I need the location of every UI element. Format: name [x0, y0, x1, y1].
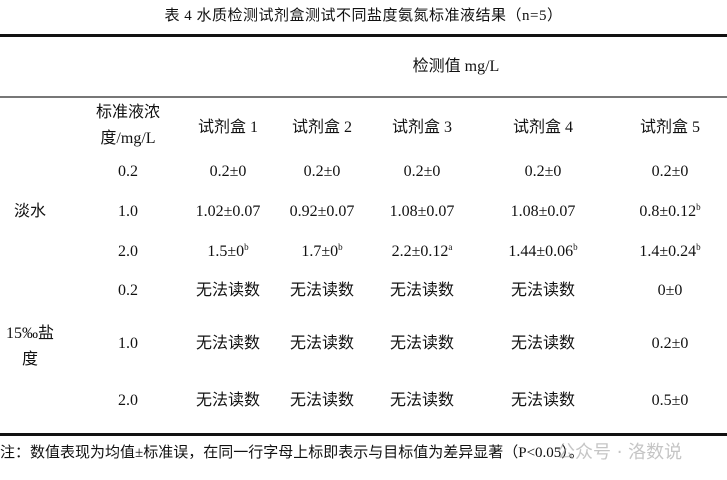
- value-cell: 无法读数: [511, 331, 575, 357]
- value-text: 无法读数: [510, 392, 576, 409]
- group-label-salinity: 15‰盐 度: [6, 321, 54, 373]
- significance-superscript: b: [338, 242, 343, 252]
- value-text: 无法读数: [195, 282, 261, 299]
- value-cell: 0.2±0: [652, 331, 689, 357]
- kit-header: 试剂盒 2: [291, 119, 353, 136]
- conc-cell: 0.2: [118, 282, 138, 299]
- significance-superscript: b: [244, 242, 249, 252]
- value-cell: 2.2±0.12a: [392, 239, 453, 265]
- value-text: 无法读数: [389, 282, 455, 299]
- value-cell: 0.2±0: [210, 159, 247, 185]
- value-cell: 0.2±0: [652, 159, 689, 185]
- value-text: 0.2±0: [651, 335, 689, 352]
- value-cell: 0.2±0: [304, 159, 341, 185]
- value-cell: 0.2±0: [525, 159, 562, 185]
- value-cell: 1.08±0.07: [390, 199, 455, 225]
- conc-cell: 0.2: [118, 163, 138, 180]
- significance-superscript: b: [696, 242, 701, 252]
- group-label-line1: 15‰盐: [5, 325, 55, 342]
- group-header: 检测值 mg/L: [412, 58, 500, 75]
- value-cell: 0.5±0: [652, 388, 689, 414]
- value-text: 无法读数: [289, 335, 355, 352]
- significance-superscript: b: [573, 242, 578, 252]
- bottom-rule: [0, 433, 727, 436]
- value-text: 无法读数: [289, 282, 355, 299]
- conc-cell: 2.0: [118, 392, 138, 409]
- kit-header: 试剂盒 3: [391, 119, 453, 136]
- value-cell: 无法读数: [390, 388, 454, 414]
- value-cell: 无法读数: [390, 331, 454, 357]
- value-text: 0.8±0.12: [639, 203, 697, 220]
- value-cell: 无法读数: [390, 278, 454, 304]
- value-text: 0.92±0.07: [289, 203, 355, 220]
- value-text: 0±0: [657, 282, 683, 299]
- value-cell: 1.5±0b: [207, 239, 248, 265]
- conc-header: 标准液浓 度/mg/L: [96, 100, 160, 152]
- value-cell: 0.8±0.12b: [639, 199, 700, 225]
- value-text: 2.2±0.12: [391, 243, 449, 260]
- conc-cell: 2.0: [118, 243, 138, 260]
- value-cell: 1.7±0b: [301, 239, 342, 265]
- value-cell: 0.2±0: [404, 159, 441, 185]
- value-cell: 无法读数: [196, 388, 260, 414]
- watermark: 公众号 · 洛数说: [557, 442, 683, 463]
- value-text: 0.2±0: [403, 163, 441, 180]
- value-cell: 无法读数: [290, 388, 354, 414]
- kit-header: 试剂盒 1: [197, 119, 259, 136]
- kit-header: 试剂盒 5: [639, 119, 701, 136]
- value-cell: 无法读数: [511, 388, 575, 414]
- value-text: 0.5±0: [651, 392, 689, 409]
- value-text: 0.2±0: [303, 163, 341, 180]
- value-cell: 无法读数: [290, 331, 354, 357]
- value-text: 无法读数: [510, 335, 576, 352]
- value-cell: 无法读数: [290, 278, 354, 304]
- conc-header-line1: 标准液浓: [95, 104, 161, 121]
- value-text: 0.2±0: [651, 163, 689, 180]
- value-text: 1.4±0.24: [639, 243, 697, 260]
- value-cell: 无法读数: [511, 278, 575, 304]
- value-text: 1.08±0.07: [510, 203, 576, 220]
- conc-header-line2: 度/mg/L: [100, 130, 156, 147]
- value-text: 无法读数: [289, 392, 355, 409]
- value-cell: 1.44±0.06b: [508, 239, 577, 265]
- table-note: 注：数值表现为均值±标准误，在同一行字母上标即表示与目标值为差异显著（P<0.0…: [0, 445, 584, 461]
- value-text: 0.2±0: [524, 163, 562, 180]
- value-text: 0.2±0: [209, 163, 247, 180]
- significance-superscript: a: [448, 242, 453, 252]
- table-title: 表 4 水质检测试剂盒测试不同盐度氨氮标准液结果（n=5）: [164, 8, 563, 24]
- header-rule: [0, 96, 727, 98]
- value-cell: 无法读数: [196, 278, 260, 304]
- value-cell: 1.4±0.24b: [639, 239, 700, 265]
- value-cell: 无法读数: [196, 331, 260, 357]
- value-text: 无法读数: [389, 392, 455, 409]
- conc-cell: 1.0: [118, 335, 138, 352]
- value-text: 1.44±0.06: [508, 243, 574, 260]
- significance-superscript: b: [696, 202, 701, 212]
- value-text: 1.7±0: [301, 243, 339, 260]
- value-text: 无法读数: [510, 282, 576, 299]
- value-text: 无法读数: [389, 335, 455, 352]
- conc-cell: 1.0: [118, 203, 138, 220]
- value-text: 1.02±0.07: [195, 203, 261, 220]
- group-label-line2: 度: [21, 351, 39, 368]
- kit-header: 试剂盒 4: [512, 119, 574, 136]
- top-rule: [0, 34, 727, 37]
- value-cell: 1.08±0.07: [511, 199, 576, 225]
- value-text: 无法读数: [195, 392, 261, 409]
- value-text: 1.08±0.07: [389, 203, 455, 220]
- value-text: 无法读数: [195, 335, 261, 352]
- group-label-freshwater: 淡水: [13, 203, 47, 220]
- value-cell: 1.02±0.07: [196, 199, 261, 225]
- value-cell: 0.92±0.07: [290, 199, 355, 225]
- value-cell: 0±0: [658, 278, 683, 304]
- value-text: 1.5±0: [207, 243, 245, 260]
